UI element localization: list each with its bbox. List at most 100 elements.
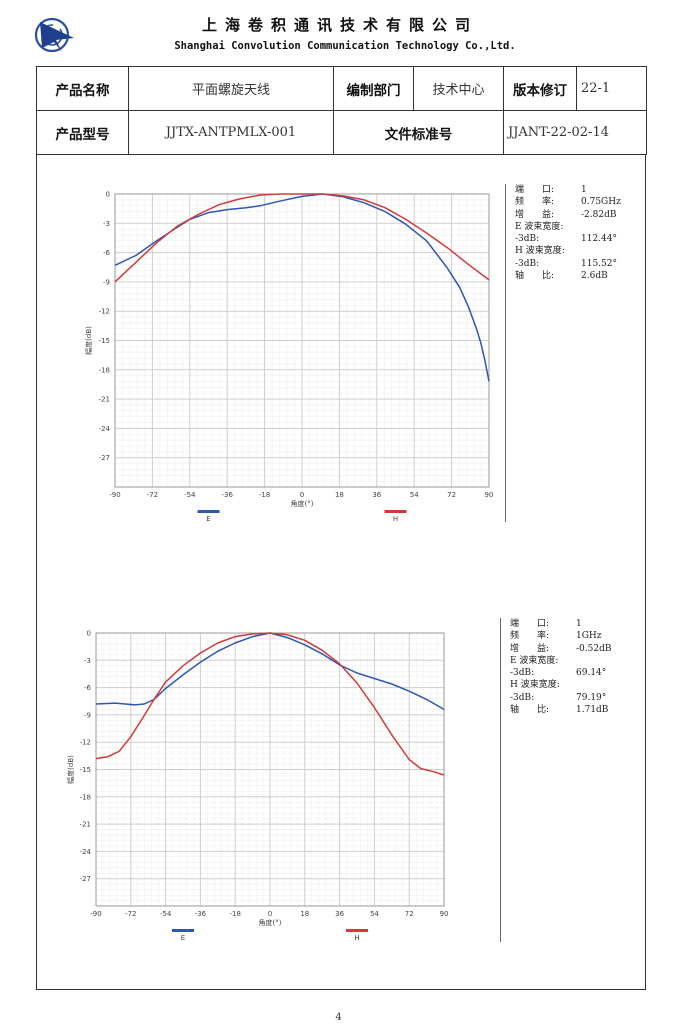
y-tick-label: -6	[84, 684, 92, 692]
legend-swatch	[197, 510, 220, 513]
x-tick-label: 72	[405, 910, 414, 918]
chart-svg: -90 -72 -54 -36 -18 0 18 36 54 72 90 0 -3 -6 -9 -12 -15 -…	[66, 630, 449, 943]
panel-row: E 波束宽度:	[510, 655, 640, 667]
y-tick-label: -6	[103, 249, 111, 257]
x-tick-label: 90	[485, 491, 494, 499]
legend-label: H	[354, 934, 359, 942]
panel-row: 端 口: 1	[510, 618, 640, 630]
x-tick-label: 18	[300, 910, 309, 918]
panel-value: 112.44°	[581, 234, 617, 245]
x-tick-label: -36	[221, 491, 233, 499]
panel-value: 1	[581, 185, 587, 195]
panel-value: 69.14°	[576, 668, 607, 679]
x-tick-label: -72	[147, 491, 158, 499]
x-axis-label: 角度(°)	[259, 918, 282, 927]
panel-row: E 波束宽度:	[515, 221, 637, 233]
radiation-pattern-chart-1: -90 -72 -54 -36 -18 0 18 36 54 72 90 0 -3 -6 -9 -12 -15 -…	[82, 184, 502, 524]
company-logo-icon	[34, 17, 74, 53]
panel-value: -2.82dB	[581, 209, 617, 220]
panel-key: E 波束宽度:	[510, 655, 559, 666]
panel-key: 端 口:	[515, 185, 555, 195]
revision-label: 版本修订	[503, 66, 577, 111]
series-line-E	[95, 632, 445, 711]
legend-label: H	[393, 515, 398, 523]
y-tick-label: -3	[84, 657, 91, 665]
y-tick-label: -21	[80, 821, 91, 829]
company-name-cn: 上海卷积通讯技术有限公司	[201, 16, 478, 34]
product-name-value: 平面螺旋天线	[128, 66, 334, 111]
panel-value: 79.19°	[576, 692, 607, 703]
panel-value	[576, 655, 640, 667]
panel-row: 轴 比: 2.6dB	[515, 270, 637, 282]
panel-value: 1	[576, 619, 582, 629]
panel-row: 增 益: -0.52dB	[510, 643, 640, 655]
dept-value: 技术中心	[413, 66, 504, 111]
x-tick-label: 54	[370, 910, 379, 918]
series-line-H	[95, 632, 445, 776]
radiation-pattern-chart-2: -90 -72 -54 -36 -18 0 18 36 54 72 90 0 -3 -6 -9 -12 -15 -…	[64, 623, 454, 943]
y-tick-label: -27	[80, 875, 91, 883]
panel-key: 轴 比:	[510, 705, 550, 716]
measurement-panel-2: 端 口: 1 频 率: 1GHz 增 益: -0.52dB E 波束宽度: -3dB: 69.1…	[500, 618, 640, 942]
x-tick-label: 18	[335, 491, 344, 499]
panel-key: 端 口:	[510, 619, 550, 629]
y-tick-label: -18	[80, 793, 91, 801]
panel-key: E 波束宽度:	[515, 221, 564, 232]
page-number: 4	[335, 1012, 342, 1023]
measurement-panel-1: 端 口: 1 频 率: 0.75GHz 增 益: -2.82dB E 波束宽度: -3dB: 1…	[505, 184, 637, 522]
panel-key: 频 率:	[515, 197, 555, 208]
panel-value	[581, 245, 637, 257]
x-axis-label: 角度(°)	[291, 499, 314, 508]
x-tick-label: -90	[90, 910, 101, 918]
panel-key: -3dB:	[515, 258, 540, 269]
dept-label: 编制部门	[333, 66, 414, 111]
y-tick-label: -9	[103, 278, 110, 286]
product-model-label: 产品型号	[36, 110, 129, 155]
panel-key: 增 益:	[510, 643, 550, 654]
panel-key: -3dB:	[510, 668, 535, 679]
panel-key: -3dB:	[510, 692, 535, 703]
x-tick-label: 72	[447, 491, 456, 499]
panel-value: -0.52dB	[576, 643, 612, 654]
product-info-table: 产品名称 平面螺旋天线 编制部门 技术中心 版本修订 22-1 产品型号 JJT…	[36, 66, 647, 155]
x-tick-label: -72	[125, 910, 136, 918]
y-tick-label: -12	[80, 739, 91, 747]
x-tick-label: -54	[184, 491, 196, 499]
panel-row: 频 率: 0.75GHz	[515, 196, 637, 208]
y-tick-label: -3	[103, 220, 110, 228]
panel-key: 轴 比:	[515, 271, 555, 282]
panel-row: 频 率: 1GHz	[510, 630, 640, 642]
panel-row: 端 口: 1	[515, 184, 637, 196]
panel-row: -3dB: 69.14°	[510, 667, 640, 679]
x-tick-label: -36	[195, 910, 207, 918]
panel-row: -3dB: 79.19°	[510, 692, 640, 704]
product-name-label: 产品名称	[36, 66, 129, 111]
panel-value	[581, 221, 637, 233]
panel-value	[576, 679, 640, 691]
y-tick-label: -24	[99, 425, 111, 433]
y-tick-label: 0	[87, 630, 91, 638]
legend-swatch	[346, 929, 368, 932]
panel-value: 115.52°	[581, 258, 617, 269]
doc-number-value: JJANT-22-02-14	[503, 110, 647, 155]
revision-value: 22-1	[576, 66, 647, 111]
doc-number-label: 文件标准号	[333, 110, 504, 155]
content-frame	[36, 154, 646, 990]
panel-row: H 波束宽度:	[510, 679, 640, 691]
y-tick-label: 0	[106, 191, 110, 199]
x-tick-label: 36	[372, 491, 381, 499]
panel-row: -3dB: 112.44°	[515, 233, 637, 245]
y-tick-label: -21	[99, 396, 110, 404]
legend-label: E	[206, 515, 210, 523]
y-tick-label: -15	[99, 337, 110, 345]
x-tick-label: 90	[440, 910, 449, 918]
company-name-en: Shanghai Convolution Communication Techn…	[174, 40, 516, 52]
x-tick-label: -90	[109, 491, 120, 499]
y-axis-label: 幅度(dB)	[66, 755, 75, 784]
x-tick-label: -18	[259, 491, 270, 499]
x-tick-label: 54	[410, 491, 419, 499]
panel-key: H 波束宽度:	[515, 246, 565, 257]
chart-svg: -90 -72 -54 -36 -18 0 18 36 54 72 90 0 -3 -6 -9 -12 -15 -…	[84, 191, 494, 524]
panel-key: 频 率:	[510, 631, 550, 642]
x-tick-label: 0	[300, 491, 304, 499]
